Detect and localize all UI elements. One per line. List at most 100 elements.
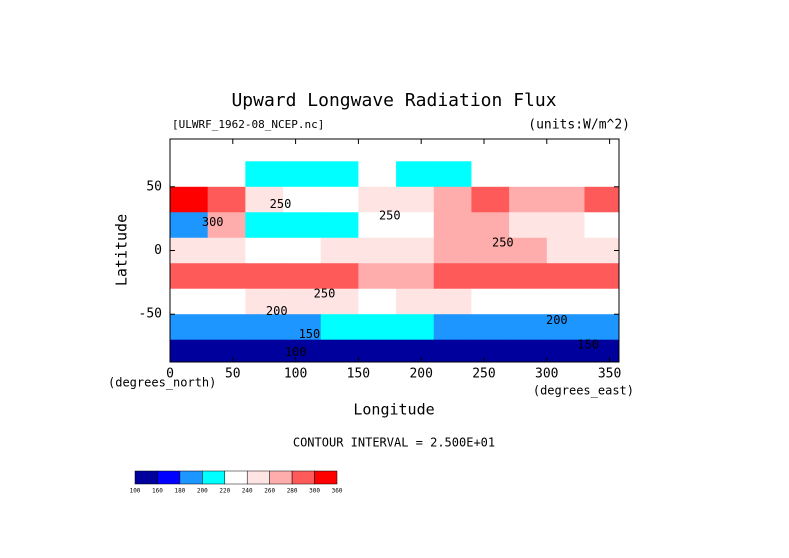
field-cell [546, 263, 585, 290]
field-cell [396, 186, 435, 213]
field-cell [396, 212, 435, 239]
colorbar-label: 300 [309, 488, 320, 495]
field-cell [546, 237, 585, 264]
field-cell [283, 314, 322, 341]
field-cell [396, 288, 435, 315]
field-cell [207, 314, 246, 341]
field-cell [546, 212, 585, 239]
field-cell [433, 212, 472, 239]
field-cell [358, 339, 397, 363]
y-units: (degrees_north) [108, 376, 216, 390]
field-cell [245, 314, 284, 341]
field-cell [283, 288, 322, 315]
colorbar-label: 220 [219, 488, 230, 495]
colorbar-label: 180 [174, 488, 185, 495]
field-cell [509, 339, 548, 363]
field-cell [358, 161, 397, 188]
colorbar-label: 200 [197, 488, 208, 495]
field-cell [509, 237, 548, 264]
x-tick-label: 200 [409, 367, 432, 382]
field-cell [396, 139, 435, 162]
field-cell [207, 237, 246, 264]
colorbar-label: 360 [332, 488, 343, 495]
field-cell [471, 263, 510, 290]
field-cell [433, 139, 472, 162]
contour-label: 200 [546, 313, 568, 327]
field-cell [245, 288, 284, 315]
field-cell [509, 186, 548, 213]
field-cell [283, 237, 322, 264]
field-cell [471, 212, 510, 239]
colorbar-swatch [269, 470, 293, 485]
field-cell [584, 161, 620, 188]
subtitle-right: (units:W/m^2) [528, 118, 630, 133]
colorbar-swatch [157, 470, 181, 485]
field-cell [207, 161, 246, 188]
field-cell [471, 139, 510, 162]
field-cell [396, 314, 435, 341]
field-cell [433, 186, 472, 213]
field-cell [471, 288, 510, 315]
contour-label: 250 [379, 209, 401, 223]
field-cell [170, 339, 209, 363]
field-cell [320, 237, 359, 264]
field-cell [509, 161, 548, 188]
colorbar-swatch [202, 470, 226, 485]
field-cell [358, 139, 397, 162]
field-cell [283, 186, 322, 213]
field-cell [283, 161, 322, 188]
contour-label: 150 [299, 327, 321, 341]
colorbar-label: 260 [264, 488, 275, 495]
field-cell [433, 288, 472, 315]
field-cell [320, 288, 359, 315]
contour-label: 300 [202, 215, 224, 229]
field-cell [283, 339, 322, 363]
colorbar-swatch [134, 470, 158, 485]
contour-note: CONTOUR INTERVAL = 2.500E+01 [293, 436, 495, 450]
field-cell [433, 161, 472, 188]
colorbar-swatch [314, 470, 338, 485]
subtitle-left: [ULWRF_1962-08_NCEP.nc] [172, 118, 324, 131]
field-cell [546, 161, 585, 188]
field-cell [358, 237, 397, 264]
field-cell [433, 314, 472, 341]
field-cell [320, 212, 359, 239]
field-cell [546, 186, 585, 213]
colorbar-label: 240 [242, 488, 253, 495]
field-cell [546, 314, 585, 341]
field-cell [358, 186, 397, 213]
field-cell [170, 237, 209, 264]
field-cell [170, 161, 209, 188]
field-cell [509, 314, 548, 341]
field-cell [207, 263, 246, 290]
field-cell [396, 339, 435, 363]
field-cell [207, 139, 246, 162]
contour-label: 250 [492, 235, 514, 249]
field-cell [584, 237, 620, 264]
field-cell [584, 339, 620, 363]
field-cell [546, 288, 585, 315]
field-cell [207, 212, 246, 239]
x-tick-label: 0 [166, 367, 174, 382]
field-cell [433, 339, 472, 363]
x-axis-label: Longitude [353, 401, 434, 419]
colorbar-swatch [179, 470, 203, 485]
field-cell [170, 139, 209, 162]
field-cell [320, 263, 359, 290]
x-tick-label: 50 [225, 367, 241, 382]
contour-label: 250 [270, 197, 292, 211]
colorbar-swatch [224, 470, 248, 485]
field-cell [170, 212, 209, 239]
field-cell [283, 212, 322, 239]
field-cell [320, 314, 359, 341]
chart-title: Upward Longwave Radiation Flux [231, 90, 556, 111]
field-cell [170, 288, 209, 315]
field-cell [433, 263, 472, 290]
colorbar-label: 160 [152, 488, 163, 495]
contour-label: 250 [314, 286, 336, 300]
field-cell [546, 339, 585, 363]
x-units: (degrees_east) [533, 384, 634, 398]
field-cell [207, 186, 246, 213]
